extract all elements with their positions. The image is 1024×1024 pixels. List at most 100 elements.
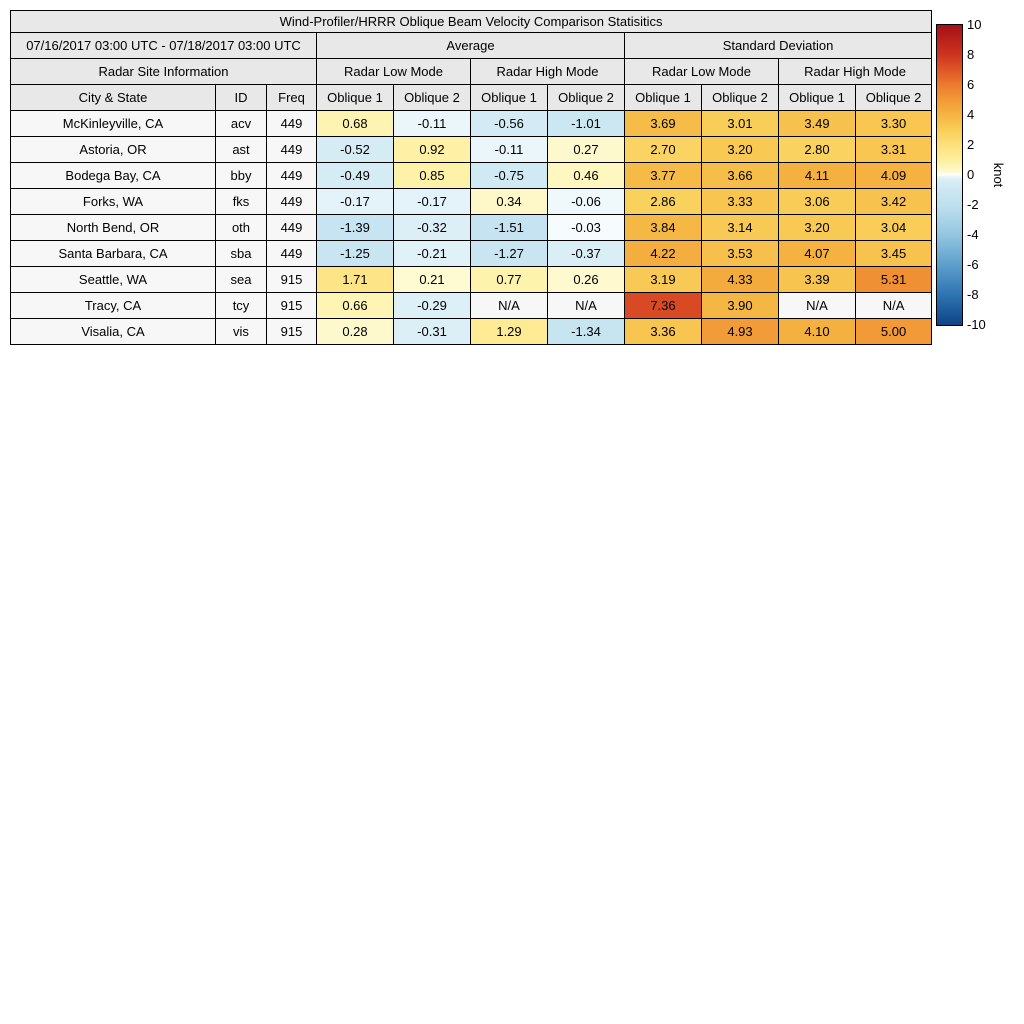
value-cell: -0.56 — [470, 110, 548, 137]
value-cell: 5.31 — [854, 266, 933, 293]
city-state-cell: Seattle, WA — [10, 266, 216, 293]
value-cell: -0.17 — [393, 188, 471, 215]
freq-cell: 449 — [266, 214, 317, 241]
value-cell: -0.11 — [393, 110, 471, 137]
value-cell: 0.27 — [547, 136, 625, 163]
city-state-cell: Tracy, CA — [10, 292, 216, 319]
freq-cell: 915 — [266, 292, 317, 319]
value-cell: 4.07 — [778, 240, 856, 267]
freq-cell: 449 — [266, 110, 317, 137]
value-cell: 4.22 — [624, 240, 702, 267]
city-state-cell: McKinleyville, CA — [10, 110, 216, 137]
value-cell: -1.39 — [316, 214, 394, 241]
colorbar-tick-label: 0 — [967, 167, 975, 182]
colorbar-unit-label: knot — [991, 162, 1006, 188]
value-cell: 3.31 — [854, 136, 933, 163]
city-state-cell: North Bend, OR — [10, 214, 216, 241]
table-row: McKinleyville, CA acv 449 0.68 -0.11 -0.56 -1.… — [10, 110, 933, 137]
value-cell: 1.71 — [316, 266, 394, 293]
id-header: ID — [215, 84, 267, 111]
stddev-group-header: Standard Deviation — [623, 32, 933, 59]
oblique2-header: Oblique 2 — [393, 84, 471, 111]
site-id-cell: oth — [215, 214, 267, 241]
table-row: Bodega Bay, CA bby 449 -0.49 0.85 -0.75 0.46 3.… — [10, 162, 933, 189]
table-row: Seattle, WA sea 915 1.71 0.21 0.77 0.26 3.19 4.3… — [10, 266, 933, 293]
value-cell: -0.31 — [393, 318, 471, 345]
colorbar-tick-label: -10 — [967, 317, 986, 332]
value-cell: 0.26 — [547, 266, 625, 293]
value-cell: N/A — [547, 292, 625, 319]
oblique2-header: Oblique 2 — [854, 84, 933, 111]
value-cell: -0.29 — [393, 292, 471, 319]
site-id-cell: vis — [215, 318, 267, 345]
value-cell: 0.46 — [547, 162, 625, 189]
site-info-header: Radar Site Information — [10, 58, 317, 85]
city-state-cell: Astoria, OR — [10, 136, 216, 163]
value-cell: -1.25 — [316, 240, 394, 267]
table-row: Visalia, CA vis 915 0.28 -0.31 1.29 -1.34 3.36 4… — [10, 318, 933, 345]
colorbar-tick-label: 6 — [967, 77, 975, 92]
value-cell: 5.00 — [854, 318, 933, 345]
value-cell: 3.20 — [701, 136, 779, 163]
value-cell: 0.92 — [393, 136, 471, 163]
value-cell: 0.66 — [316, 292, 394, 319]
table-body: McKinleyville, CA acv 449 0.68 -0.11 -0.56 -1.… — [10, 110, 933, 345]
value-cell: 3.39 — [778, 266, 856, 293]
value-cell: 2.80 — [778, 136, 856, 163]
value-cell: -0.17 — [316, 188, 394, 215]
colorbar-gradient — [936, 24, 963, 326]
site-id-cell: sea — [215, 266, 267, 293]
value-cell: 3.04 — [854, 214, 933, 241]
value-cell: -0.49 — [316, 162, 394, 189]
colorbar-tick-label: -2 — [967, 197, 979, 212]
value-cell: 3.06 — [778, 188, 856, 215]
colorbar-tick-label: -8 — [967, 287, 979, 302]
city-state-cell: Forks, WA — [10, 188, 216, 215]
value-cell: 0.21 — [393, 266, 471, 293]
value-cell: -0.75 — [470, 162, 548, 189]
avg-low-mode-header: Radar Low Mode — [316, 58, 471, 85]
value-cell: -0.52 — [316, 136, 394, 163]
site-id-cell: tcy — [215, 292, 267, 319]
colorbar-tick-label: 4 — [967, 107, 975, 122]
city-state-header: City & State — [10, 84, 216, 111]
avg-high-mode-header: Radar High Mode — [470, 58, 625, 85]
value-cell: 3.69 — [624, 110, 702, 137]
value-cell: 3.84 — [624, 214, 702, 241]
freq-header: Freq — [266, 84, 317, 111]
oblique2-header: Oblique 2 — [701, 84, 779, 111]
site-id-cell: acv — [215, 110, 267, 137]
value-cell: 0.85 — [393, 162, 471, 189]
value-cell: 4.10 — [778, 318, 856, 345]
value-cell: 4.93 — [701, 318, 779, 345]
average-group-header: Average — [316, 32, 625, 59]
freq-cell: 449 — [266, 136, 317, 163]
oblique1-header: Oblique 1 — [316, 84, 394, 111]
value-cell: -1.51 — [470, 214, 548, 241]
group-header-row: 07/16/2017 03:00 UTC - 07/18/2017 03:00 … — [10, 32, 933, 59]
value-cell: 3.14 — [701, 214, 779, 241]
value-cell: 2.70 — [624, 136, 702, 163]
freq-cell: 915 — [266, 318, 317, 345]
value-cell: 3.66 — [701, 162, 779, 189]
table-row: Forks, WA fks 449 -0.17 -0.17 0.34 -0.06 2.86 3.… — [10, 188, 933, 215]
value-cell: 3.33 — [701, 188, 779, 215]
colorbar-tick-label: -4 — [967, 227, 979, 242]
oblique2-header: Oblique 2 — [547, 84, 625, 111]
std-low-mode-header: Radar Low Mode — [624, 58, 779, 85]
value-cell: 2.86 — [624, 188, 702, 215]
stats-table: Wind-Profiler/HRRR Oblique Beam Velocity… — [9, 10, 933, 345]
site-id-cell: fks — [215, 188, 267, 215]
site-id-cell: bby — [215, 162, 267, 189]
table-row: Santa Barbara, CA sba 449 -1.25 -0.21 -1.27 -0… — [10, 240, 933, 267]
date-range-label: 07/16/2017 03:00 UTC - 07/18/2017 03:00 … — [10, 32, 317, 59]
city-state-cell: Santa Barbara, CA — [10, 240, 216, 267]
value-cell: -0.03 — [547, 214, 625, 241]
value-cell: 3.49 — [778, 110, 856, 137]
value-cell: N/A — [854, 292, 933, 319]
value-cell: 3.45 — [854, 240, 933, 267]
value-cell: -0.11 — [470, 136, 548, 163]
value-cell: -1.01 — [547, 110, 625, 137]
value-cell: -1.34 — [547, 318, 625, 345]
value-cell: 3.36 — [624, 318, 702, 345]
